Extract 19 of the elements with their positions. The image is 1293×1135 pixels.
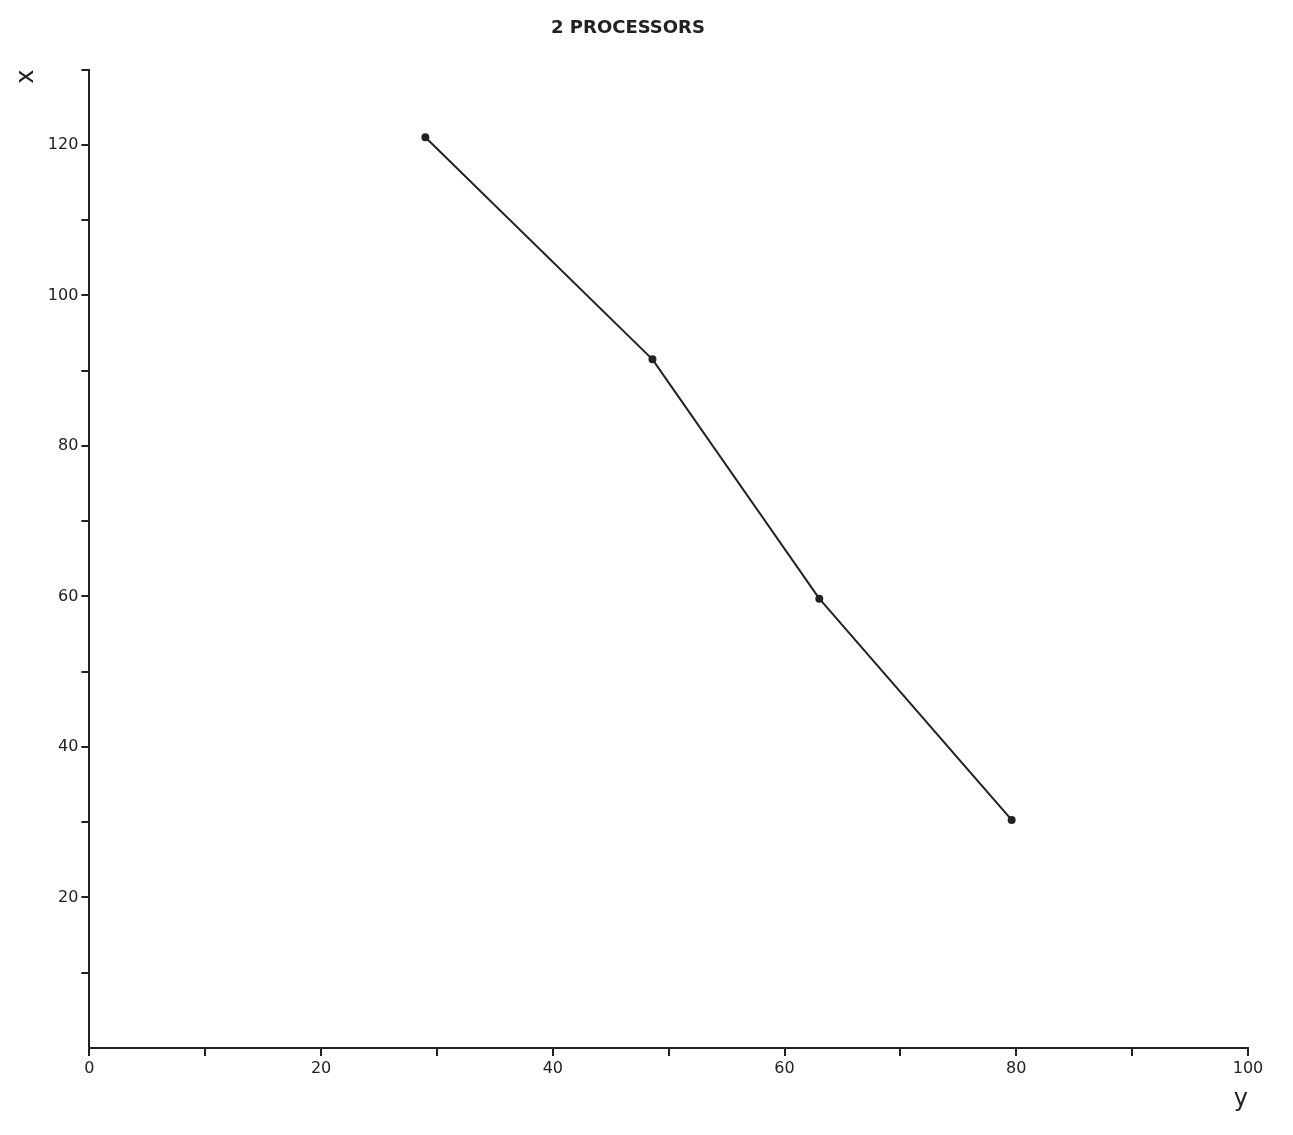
x-tick-label: 100	[1232, 1057, 1264, 1077]
y-tick-label: 20	[57, 886, 79, 906]
point	[1007, 815, 1016, 824]
y-tick-label: 100	[47, 284, 79, 304]
x-tick-label: 80	[1006, 1057, 1027, 1077]
x-tick-label: 60	[774, 1057, 795, 1077]
y-tick-label: 40	[57, 736, 79, 756]
x-tick-label: 20	[310, 1057, 332, 1077]
point	[421, 133, 430, 142]
point	[815, 594, 824, 603]
y-tick-label: 80	[57, 435, 79, 455]
point	[648, 355, 657, 364]
y-tick-label: 60	[57, 585, 79, 605]
y-tick-label: 120	[47, 134, 79, 154]
x-tick-label: 40	[542, 1057, 563, 1077]
y-axis-title: x	[10, 69, 39, 84]
chart-title: 2 PROCESSORS	[551, 16, 705, 38]
x-tick-label: 0	[84, 1057, 95, 1077]
x-axis-title: y	[1233, 1083, 1248, 1112]
